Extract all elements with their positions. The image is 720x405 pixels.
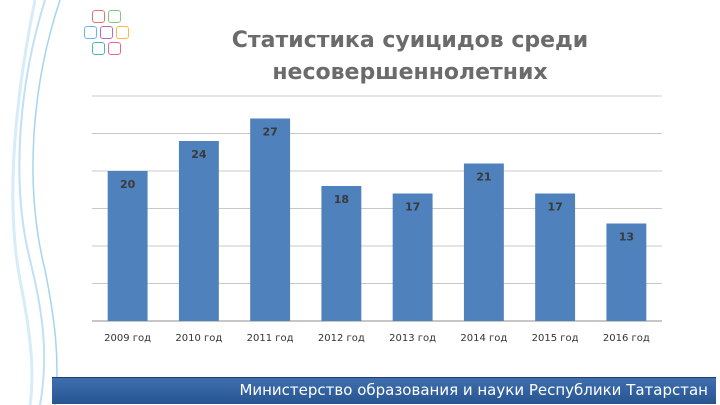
bar bbox=[321, 186, 362, 321]
data-label: 13 bbox=[619, 231, 634, 244]
bar bbox=[178, 141, 219, 321]
logo-icon bbox=[80, 6, 132, 58]
bar bbox=[250, 118, 291, 321]
bar bbox=[535, 193, 576, 321]
x-tick-label: 2011 год bbox=[247, 333, 294, 344]
x-tick-label: 2014 год bbox=[460, 333, 507, 344]
data-label: 27 bbox=[262, 126, 277, 139]
data-label: 20 bbox=[120, 178, 136, 191]
data-label: 21 bbox=[476, 171, 491, 184]
x-tick-label: 2009 год bbox=[104, 333, 151, 344]
data-label: 18 bbox=[334, 193, 349, 206]
data-label: 17 bbox=[405, 201, 420, 214]
footer-bar: Министерство образования и науки Республ… bbox=[52, 377, 716, 404]
data-label: 17 bbox=[547, 201, 562, 214]
bar bbox=[463, 163, 504, 321]
x-tick-label: 2015 год bbox=[532, 333, 579, 344]
x-tick-label: 2012 год bbox=[318, 333, 365, 344]
x-tick-label: 2016 год bbox=[603, 333, 650, 344]
bar bbox=[606, 223, 647, 321]
x-tick-label: 2013 год bbox=[389, 333, 436, 344]
footer-text: Министерство образования и науки Республ… bbox=[239, 381, 708, 399]
page-title-line2: несовершеннолетних bbox=[272, 60, 548, 85]
bar bbox=[107, 171, 148, 321]
x-tick-label: 2010 год bbox=[175, 333, 222, 344]
bar bbox=[392, 193, 433, 321]
data-label: 24 bbox=[191, 148, 207, 161]
page-title-line1: Статистика суицидов среди bbox=[231, 28, 589, 53]
